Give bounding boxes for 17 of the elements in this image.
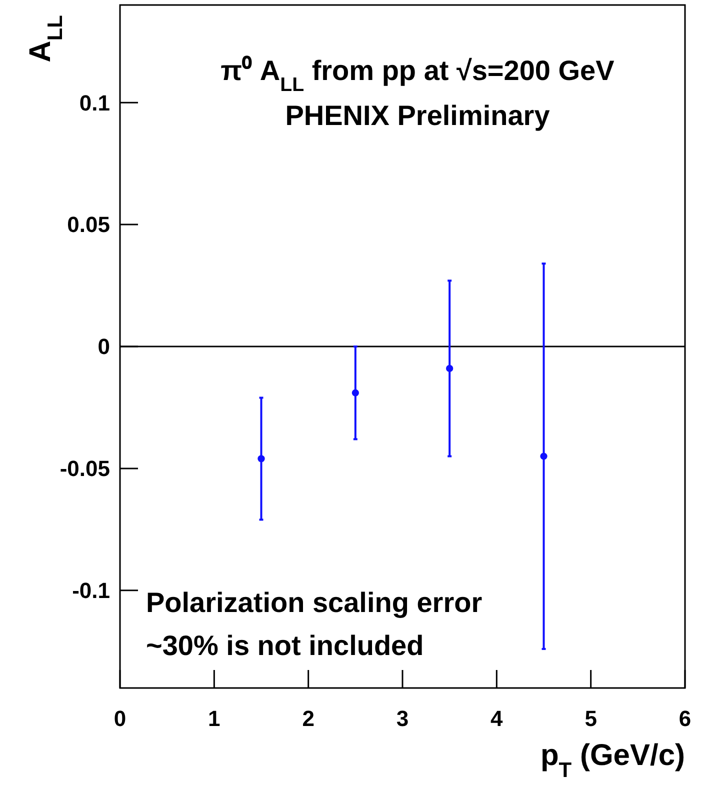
text: PHENIX Preliminary	[285, 100, 550, 131]
y-tick-label: 0	[98, 334, 110, 360]
x-tick-label: 4	[490, 706, 504, 731]
x-tick-label: 3	[396, 706, 409, 731]
x-tick-label: 1	[208, 706, 220, 731]
y-tick-label: -0.1	[72, 578, 110, 604]
x-tick-label: 0	[114, 706, 126, 731]
text: π⁰ A$_{LL}$ from pp at √s=200 GeV	[220, 55, 615, 96]
x-axis-title: p$_{T}$ (GeV/c)	[540, 739, 685, 782]
y-tick-label: 0.05	[67, 212, 110, 238]
annotation: ~30% is not included	[146, 630, 424, 661]
x-tick-label: 6	[678, 706, 692, 731]
annotation: Polarization scaling error	[146, 587, 482, 618]
x-tick-label: 2	[302, 706, 314, 731]
x-tick-label: 5	[584, 706, 597, 731]
y-tick-label: -0.05	[60, 456, 110, 482]
y-tick-label: 0.1	[79, 90, 110, 116]
